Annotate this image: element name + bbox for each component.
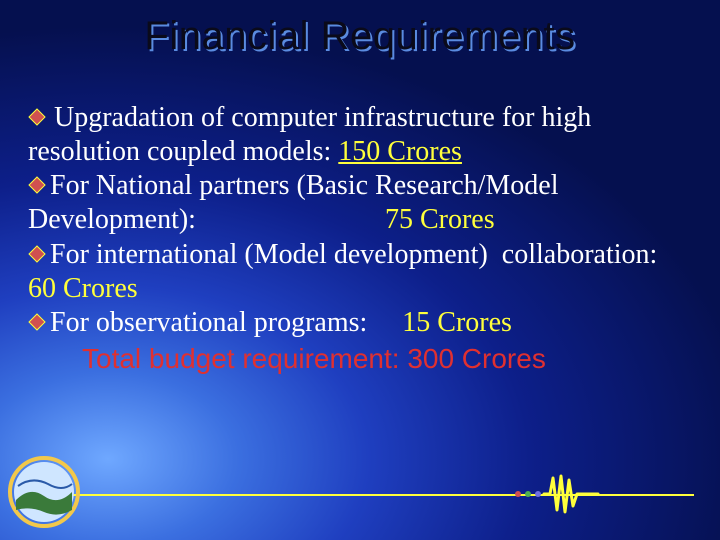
slide-title: Financial Requirements (0, 0, 720, 59)
total-value: 300 Crores (407, 343, 546, 374)
item-value: 150 Crores (338, 136, 462, 167)
bullet-item: For National partners (Basic Research/Mo… (28, 169, 696, 237)
diamond-bullet-icon (28, 238, 50, 272)
total-line: Total budget requirement: 300 Crores (28, 340, 696, 376)
bullet-item: For international (Model development) co… (28, 238, 696, 306)
bullet-item: For observational programs: 15 Crores (28, 306, 696, 340)
diamond-bullet-icon (28, 101, 54, 135)
pulse-icon (504, 466, 600, 522)
item-value: 75 Crores (385, 204, 495, 235)
item-value: 15 Crores (402, 307, 512, 338)
item-text: For observational programs: (50, 307, 402, 338)
slide-footer (0, 460, 720, 526)
slide: Financial Requirements Upgradation of co… (0, 0, 720, 540)
logo-icon (8, 456, 80, 528)
item-text: For international (Model development) co… (50, 239, 720, 270)
total-label: Total budget requirement: (82, 343, 407, 374)
diamond-bullet-icon (28, 306, 50, 340)
slide-body: Upgradation of computer infrastructure f… (0, 59, 720, 376)
item-text: Upgradation of computer infrastructure f… (28, 102, 591, 167)
bullet-item: Upgradation of computer infrastructure f… (28, 101, 696, 169)
diamond-bullet-icon (28, 169, 50, 203)
item-value: 60 Crores (28, 273, 138, 304)
